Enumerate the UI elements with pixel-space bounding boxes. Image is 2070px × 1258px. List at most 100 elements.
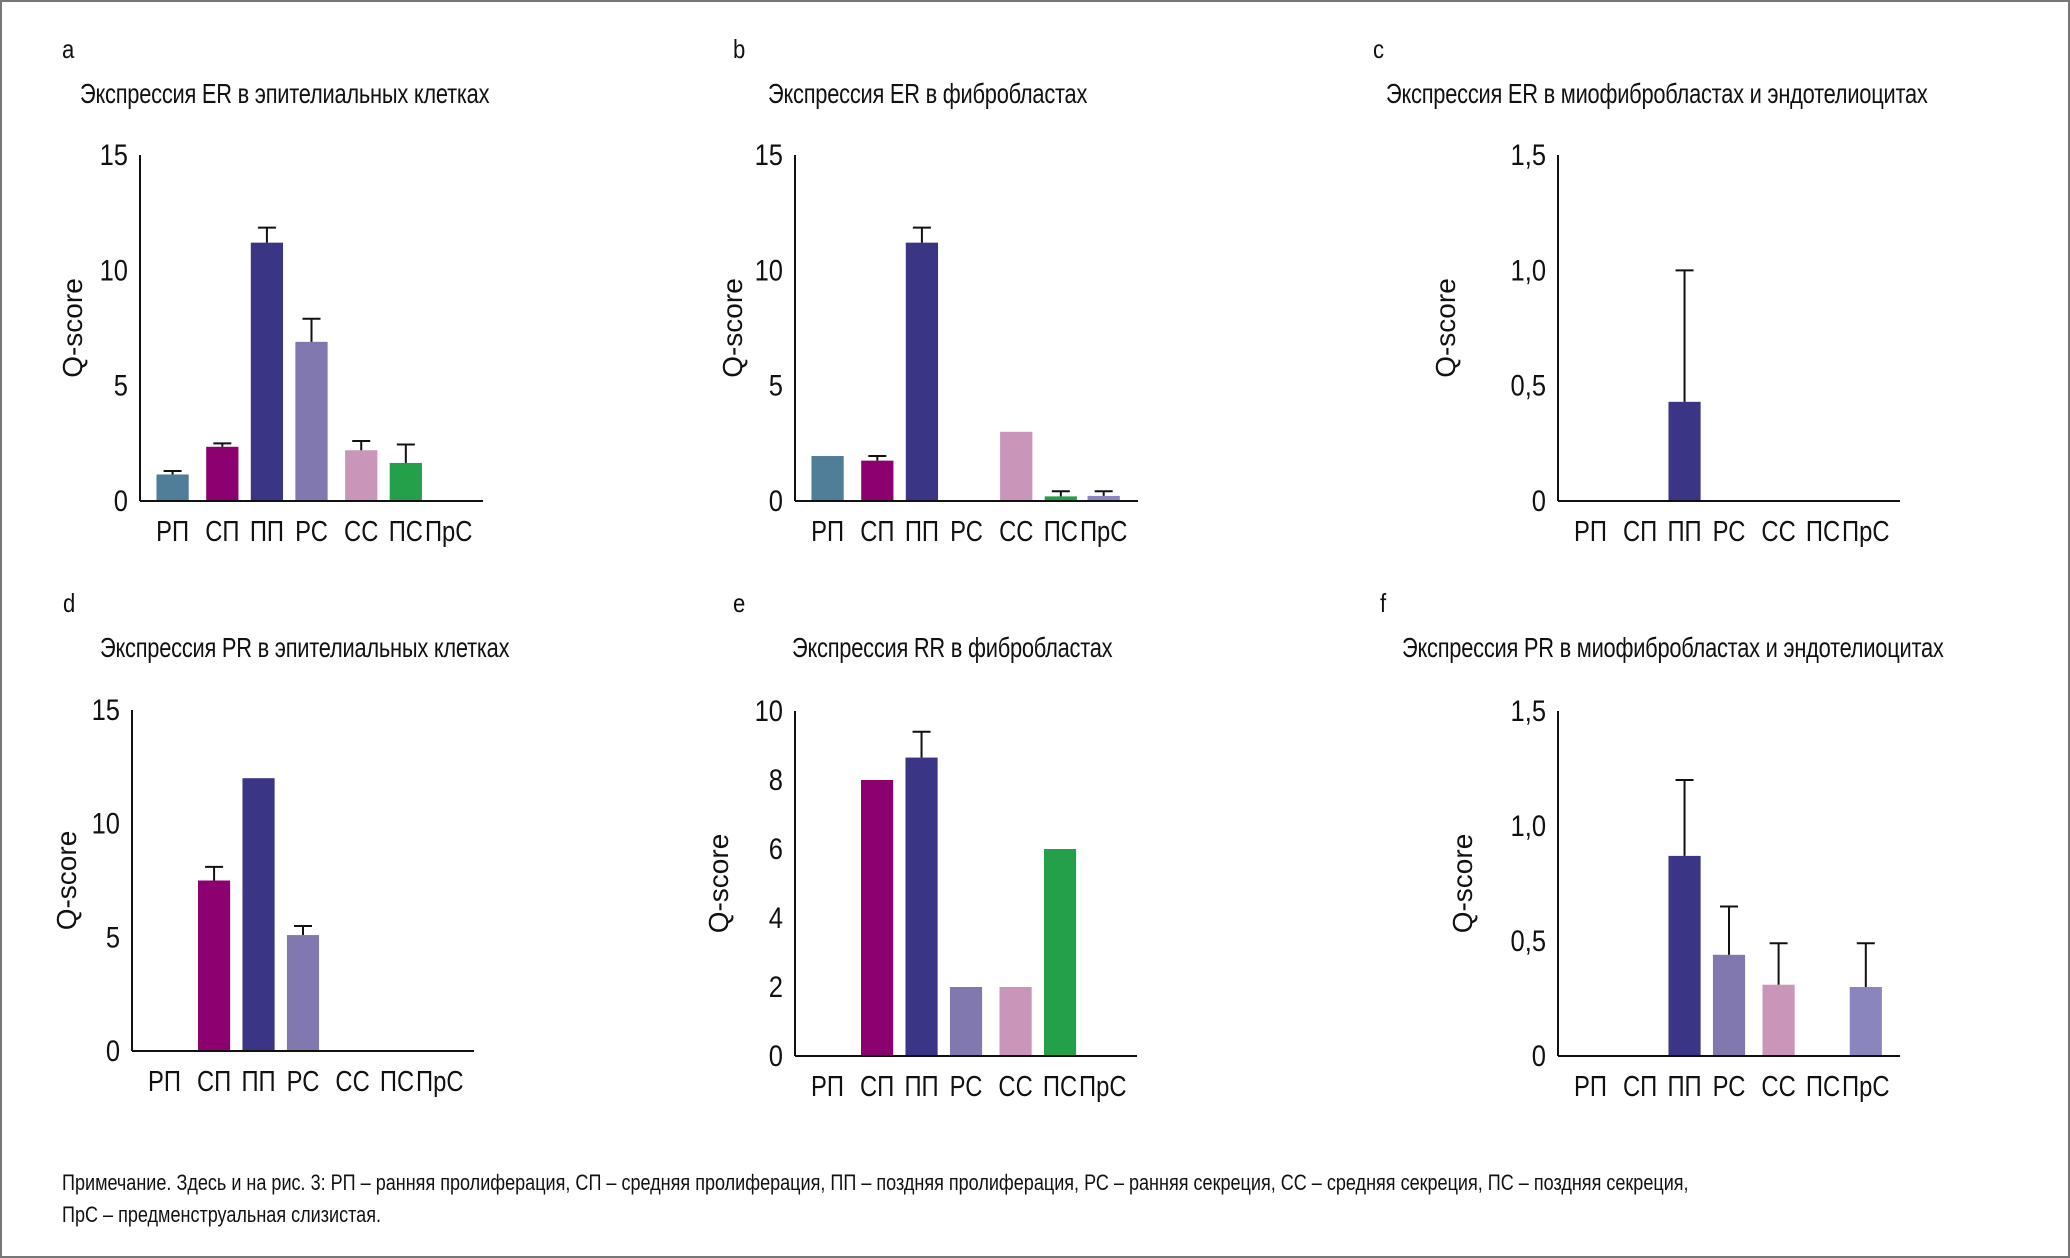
bar-ПП bbox=[1668, 855, 1701, 1055]
bar-ПП bbox=[1668, 401, 1701, 500]
panel-letter-f: f bbox=[1380, 588, 1387, 618]
x-tick-label: ПС bbox=[389, 515, 423, 548]
y-axis-label: Q-score bbox=[717, 278, 748, 378]
y-tick-label: 0,5 bbox=[1511, 924, 1546, 957]
bar-СП bbox=[861, 460, 894, 500]
x-tick-label: ПС bbox=[1043, 1070, 1077, 1103]
panel-letter-d: d bbox=[63, 588, 76, 618]
x-tick-label: СП bbox=[1623, 1070, 1657, 1103]
x-tick-label: РС bbox=[287, 1065, 320, 1098]
y-tick-label: 1,5 bbox=[1511, 138, 1546, 171]
y-tick-label: 10 bbox=[92, 807, 120, 840]
x-tick-label: ПрС bbox=[1842, 515, 1889, 548]
bar-РП bbox=[156, 474, 189, 500]
x-tick-label: ПрС bbox=[1842, 1070, 1889, 1103]
x-tick-label: ПП bbox=[904, 1070, 938, 1103]
x-tick-label: СП bbox=[205, 515, 239, 548]
bar-СС bbox=[1762, 984, 1795, 1055]
bar-ПС bbox=[389, 462, 422, 500]
chart-title-a: Экспрессия ER в эпителиальных клетках bbox=[80, 78, 490, 109]
bar-ПП bbox=[242, 778, 275, 1050]
x-tick-label: СС bbox=[1761, 1070, 1795, 1103]
panel-letter-b: b bbox=[733, 34, 746, 64]
bar-ПС bbox=[1044, 496, 1077, 500]
x-tick-label: ПП bbox=[241, 1065, 275, 1098]
y-tick-label: 6 bbox=[769, 832, 783, 865]
x-tick-label: СС bbox=[998, 1070, 1032, 1103]
bar-ПП bbox=[905, 242, 939, 501]
x-tick-label: РП bbox=[811, 1070, 844, 1103]
y-axis-label: Q-score bbox=[1430, 278, 1461, 378]
bar-ПС bbox=[1043, 849, 1077, 1055]
x-tick-label: ПП bbox=[905, 515, 939, 548]
y-axis-label: Q-score bbox=[1447, 834, 1478, 934]
chart-title-f: Экспрессия PR в миофибробластах и эндоте… bbox=[1402, 632, 1944, 663]
x-tick-label: СС bbox=[999, 515, 1033, 548]
chart-title-c: Экспрессия ER в миофибробластах и эндоте… bbox=[1386, 78, 1928, 109]
x-tick-label: РП bbox=[156, 515, 189, 548]
y-tick-label: 0 bbox=[114, 484, 128, 517]
bar-РС bbox=[1712, 954, 1746, 1055]
x-tick-label: РС bbox=[295, 515, 328, 548]
x-tick-label: РС bbox=[950, 515, 983, 548]
y-tick-label: 2 bbox=[769, 970, 783, 1003]
x-tick-label: РС bbox=[1713, 1070, 1746, 1103]
x-tick-label: ПрС bbox=[1079, 1070, 1126, 1103]
y-tick-label: 10 bbox=[100, 253, 128, 286]
bar-РП bbox=[811, 456, 844, 500]
y-tick-label: 0 bbox=[769, 1039, 783, 1072]
y-tick-label: 1,5 bbox=[1511, 694, 1546, 727]
chart-title-e: Экспрессия RR в фибробластах bbox=[792, 632, 1113, 663]
figure-note-line-2: ПрС – предменструальная слизистая. bbox=[62, 1202, 381, 1227]
y-tick-label: 10 bbox=[755, 694, 783, 727]
x-tick-label: ПрС bbox=[416, 1065, 463, 1098]
bar-ПрС bbox=[1087, 495, 1120, 500]
x-tick-label: ПС bbox=[1806, 1070, 1840, 1103]
x-tick-label: СС bbox=[1761, 515, 1795, 548]
bar-СП bbox=[206, 446, 239, 500]
x-tick-label: ПС bbox=[1044, 515, 1078, 548]
x-tick-label: РП bbox=[811, 515, 844, 548]
y-tick-label: 15 bbox=[755, 138, 783, 171]
y-tick-label: 15 bbox=[100, 138, 128, 171]
x-tick-label: СС bbox=[344, 515, 378, 548]
y-tick-label: 1,0 bbox=[1511, 809, 1546, 842]
x-tick-label: СС bbox=[335, 1065, 369, 1098]
x-tick-label: СП bbox=[1623, 515, 1657, 548]
y-axis-label: Q-score bbox=[57, 278, 88, 378]
panel-letter-e: e bbox=[733, 588, 746, 618]
x-tick-label: СП bbox=[860, 515, 894, 548]
y-tick-label: 10 bbox=[755, 253, 783, 286]
panel-letter-c: c bbox=[1373, 34, 1385, 64]
y-tick-label: 8 bbox=[769, 763, 783, 796]
y-tick-label: 5 bbox=[106, 920, 120, 953]
x-tick-label: ПС bbox=[1806, 515, 1840, 548]
y-tick-label: 0 bbox=[1532, 484, 1546, 517]
y-tick-label: 0,5 bbox=[1511, 369, 1546, 402]
x-tick-label: РС bbox=[950, 1070, 983, 1103]
x-tick-label: РП bbox=[148, 1065, 181, 1098]
y-tick-label: 5 bbox=[114, 369, 128, 402]
chart-title-d: Экспрессия PR в эпителиальных клетках bbox=[100, 632, 510, 663]
x-tick-label: ПП bbox=[1667, 1070, 1701, 1103]
bar-СП bbox=[861, 780, 894, 1055]
bar-СС bbox=[999, 987, 1032, 1055]
y-tick-label: 0 bbox=[106, 1034, 120, 1067]
figure-note-line-1: Примечание. Здесь и на рис. 3: РП – ранн… bbox=[62, 1170, 1689, 1195]
panel-letter-a: a bbox=[62, 34, 75, 64]
bar-ПрС bbox=[1849, 987, 1882, 1055]
bar-СС bbox=[1000, 431, 1033, 500]
y-axis-label: Q-score bbox=[51, 831, 82, 931]
bar-РС bbox=[286, 935, 320, 1050]
chart-title-b: Экспрессия ER в фибробластах bbox=[768, 78, 1088, 109]
bar-ПП bbox=[250, 242, 284, 501]
bar-РС bbox=[295, 341, 328, 500]
y-axis-label: Q-score bbox=[703, 834, 734, 934]
x-tick-label: ПрС bbox=[425, 515, 472, 548]
